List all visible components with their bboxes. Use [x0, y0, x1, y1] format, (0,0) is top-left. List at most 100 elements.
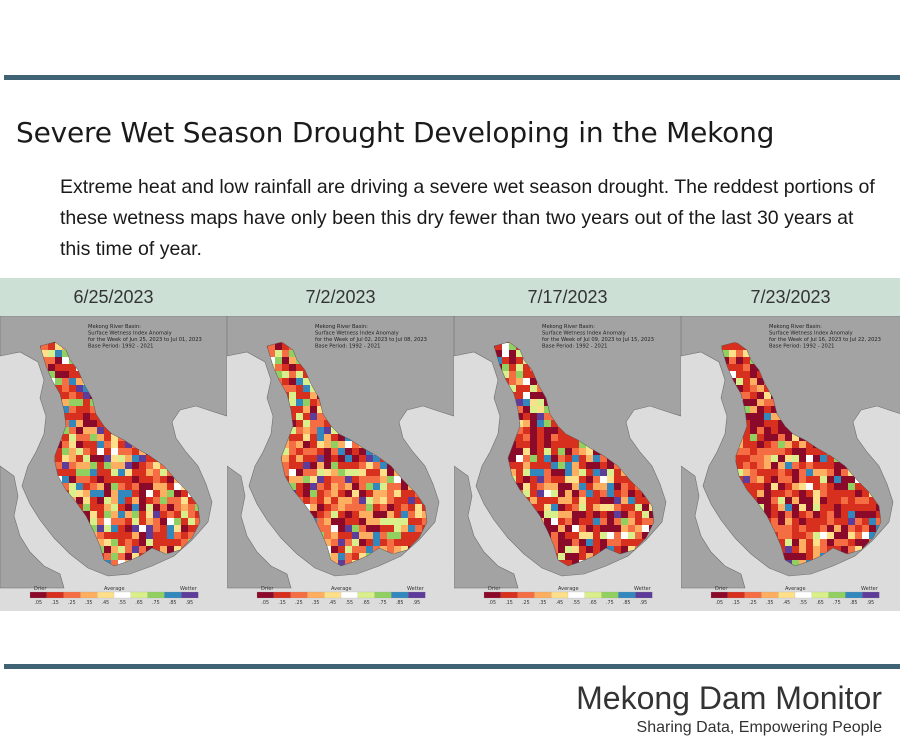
map-header-text: for the Week of Jul 02, 2023 to Jul 08, …: [315, 337, 427, 343]
wetness-map-graphic: Mekong River Basin:Surface Wetness Index…: [0, 316, 227, 611]
legend-swatch: [811, 591, 830, 599]
wetness-map: Mekong River Basin: Surface Wetness Index…: [454, 316, 681, 611]
legend-swatch: [635, 591, 653, 599]
legend-swatch: [517, 591, 535, 599]
legend-tick: .05: [488, 600, 496, 606]
legend-swatch: [584, 591, 603, 599]
map-header-text: Surface Wetness Index Anomaly: [315, 331, 399, 337]
legend-tick: .75: [606, 600, 614, 606]
legend-tick: .95: [186, 600, 194, 606]
legend-tick: .05: [34, 600, 42, 606]
legend-tick: .55: [799, 600, 807, 606]
panel-date: 7/2/2023: [227, 278, 454, 316]
legend-tick: .75: [833, 600, 841, 606]
legend-tick: .95: [640, 600, 648, 606]
legend-swatch: [794, 591, 813, 599]
legend-tick: .45: [556, 600, 564, 606]
panel-date: 6/25/2023: [0, 278, 227, 316]
legend-swatch: [97, 591, 115, 599]
wetness-map-graphic: Mekong River Basin:Surface Wetness Index…: [454, 316, 681, 611]
legend-tick: .65: [816, 600, 824, 606]
legend-swatch: [147, 591, 165, 599]
legend-swatch: [534, 591, 552, 599]
legend-swatch: [845, 591, 863, 599]
legend-swatch: [408, 591, 426, 599]
legend-label: Average: [785, 586, 806, 592]
legend-tick: .25: [749, 600, 757, 606]
map-header-text: Mekong River Basin:: [542, 324, 595, 330]
basin-outline: [720, 341, 882, 567]
legend-swatch: [130, 591, 149, 599]
legend-tick: .95: [867, 600, 875, 606]
legend-tick: .35: [539, 600, 547, 606]
legend-swatch: [63, 591, 81, 599]
legend-swatch: [357, 591, 376, 599]
legend-swatch: [483, 591, 502, 599]
legend-label: Wetter: [407, 586, 425, 592]
top-divider: [4, 75, 900, 80]
map-header-text: Base Period: 1992 - 2021: [88, 344, 153, 350]
legend-tick: .75: [379, 600, 387, 606]
legend-label: Drier: [715, 586, 728, 592]
legend-swatch: [113, 591, 132, 599]
legend-swatch: [340, 591, 359, 599]
map-header-text: Mekong River Basin:: [315, 324, 368, 330]
legend-tick: .35: [312, 600, 320, 606]
map-panel: 7/23/2023 Mekong River Basin: Surface Wet…: [681, 278, 900, 611]
wetness-map-graphic: Mekong River Basin:Surface Wetness Index…: [681, 316, 900, 611]
map-panel: 7/2/2023 Mekong River Basin: Surface Wetn…: [227, 278, 454, 611]
legend-tick: .25: [295, 600, 303, 606]
map-header-text: Base Period: 1992 - 2021: [542, 344, 607, 350]
legend-swatch: [828, 591, 846, 599]
legend-swatch: [80, 591, 98, 599]
map-header-text: Surface Wetness Index Anomaly: [769, 331, 853, 337]
legend-swatch: [500, 591, 518, 599]
brand-name: Mekong Dam Monitor: [576, 680, 882, 716]
map-land: [0, 465, 65, 589]
wetness-map: Mekong River Basin: Surface Wetness Index…: [681, 316, 900, 611]
brand-block: Mekong Dam Monitor Sharing Data, Empower…: [576, 680, 882, 737]
legend-label: Drier: [261, 586, 274, 592]
legend-tick: .55: [572, 600, 580, 606]
legend-swatch: [290, 591, 308, 599]
legend-swatch: [324, 591, 342, 599]
wetness-map-graphic: Mekong River Basin:Surface Wetness Index…: [227, 316, 454, 611]
panel-date: 7/23/2023: [681, 278, 900, 316]
legend-label: Drier: [34, 586, 47, 592]
map-header-text: Base Period: 1992 - 2021: [315, 344, 380, 350]
legend-tick: .15: [732, 600, 740, 606]
legend-tick: .65: [362, 600, 370, 606]
legend-tick: .95: [413, 600, 421, 606]
legend-tick: .35: [85, 600, 93, 606]
map-panel: 7/17/2023 Mekong River Basin: Surface Wet…: [454, 278, 681, 611]
legend-swatch: [778, 591, 796, 599]
basin-outline: [493, 341, 655, 567]
brand-tagline: Sharing Data, Empowering People: [636, 719, 882, 736]
legend-swatch: [374, 591, 392, 599]
legend-tick: .25: [522, 600, 530, 606]
basin-outline: [39, 341, 201, 567]
map-header-text: Mekong River Basin:: [769, 324, 822, 330]
legend-tick: .05: [715, 600, 723, 606]
map-panels: 6/25/2023 Mekong River Basin: Surface Wet…: [0, 278, 900, 611]
legend-label: Wetter: [180, 586, 198, 592]
legend-tick: .25: [68, 600, 76, 606]
map-header-text: for the Week of Jul 16, 2023 to Jul 22, …: [769, 337, 881, 343]
wetness-map: Mekong River Basin: Surface Wetness Index…: [0, 316, 227, 611]
legend-swatch: [567, 591, 586, 599]
legend-tick: .65: [589, 600, 597, 606]
map-land: [454, 465, 519, 589]
legend-swatch: [551, 591, 569, 599]
legend-tick: .15: [278, 600, 286, 606]
legend-swatch: [46, 591, 64, 599]
map-header-text: Surface Wetness Index Anomaly: [88, 331, 172, 337]
legend-swatch: [862, 591, 880, 599]
legend-swatch: [181, 591, 199, 599]
legend-swatch: [29, 591, 48, 599]
panel-date: 7/17/2023: [454, 278, 681, 316]
legend-label: Average: [331, 586, 352, 592]
map-panel: 6/25/2023 Mekong River Basin: Surface Wet…: [0, 278, 227, 611]
basin-outline: [266, 341, 428, 567]
legend-tick: .75: [152, 600, 160, 606]
legend-tick: .05: [261, 600, 269, 606]
